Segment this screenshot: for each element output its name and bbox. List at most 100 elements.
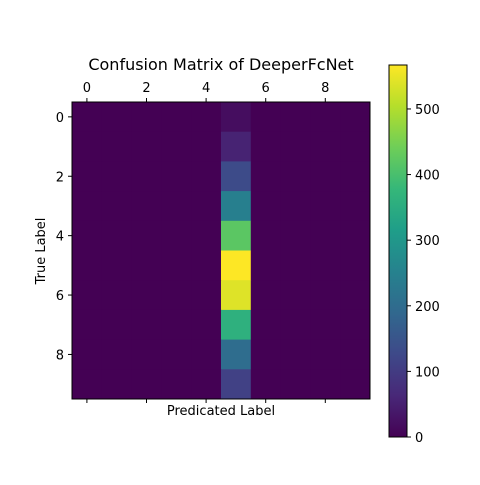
colorbar-tick-label: 300 [415,234,440,249]
heatmap-cell-r1-c0 [72,131,103,162]
heatmap-cell-r0-c2 [131,102,162,133]
heatmap-cell-r6-c1 [101,280,132,311]
heatmap-cell-r8-c5 [221,339,252,370]
heatmap-cell-r9-c0 [72,369,103,400]
heatmap-cell-r5-c3 [161,250,192,281]
heatmap-cell-r9-c6 [250,369,281,400]
y-tick-label: 4 [56,230,64,245]
heatmap-cell-r8-c3 [161,339,192,370]
heatmap-cell-r9-c7 [280,369,311,400]
heatmap-cell-r2-c6 [250,161,281,192]
colorbar-tick-label: 200 [415,300,440,315]
heatmap-cell-r1-c3 [161,131,192,162]
heatmap-cell-r7-c9 [340,309,371,340]
heatmap-cell-r5-c7 [280,250,311,281]
heatmap-cell-r4-c3 [161,220,192,251]
y-axis-ticks: 0 2 4 6 8 [56,111,72,363]
heatmap-cell-r6-c2 [131,280,162,311]
heatmap-cell-r4-c2 [131,220,162,251]
heatmap-cell-r4-c6 [250,220,281,251]
x-axis-label: Predicated Label [167,404,275,419]
heatmap-cell-r6-c7 [280,280,311,311]
x-tick-label: 6 [262,81,270,96]
heatmap-cell-r2-c7 [280,161,311,192]
heatmap-cell-r7-c5 [221,309,252,340]
x-axis-ticks: 0 2 4 6 8 [83,81,329,403]
heatmap-cell-r3-c1 [101,191,132,222]
heatmap-cell-r1-c5 [221,131,252,162]
heatmap-cell-r4-c5 [221,220,252,251]
heatmap-cell-r8-c1 [101,339,132,370]
x-tick-label: 8 [321,81,329,96]
y-tick-label: 6 [56,289,64,304]
heatmap-cell-r4-c4 [191,220,222,251]
colorbar-tick-label: 400 [415,169,440,184]
heatmap-cell-r1-c6 [250,131,281,162]
heatmap-cell-r3-c7 [280,191,311,222]
colorbar-tick-label: 500 [415,103,440,118]
heatmap-cell-r7-c3 [161,309,192,340]
heatmap-cell-r3-c0 [72,191,103,222]
heatmap-cell-r2-c8 [310,161,341,192]
heatmap-cell-r8-c0 [72,339,103,370]
heatmap-cell-r7-c1 [101,309,132,340]
heatmap-cell-r6-c3 [161,280,192,311]
heatmap-cell-r4-c0 [72,220,103,251]
heatmap-cell-r0-c8 [310,102,341,133]
heatmap-cell-r3-c4 [191,191,222,222]
heatmap-cell-r8-c9 [340,339,371,370]
x-tick-label: 0 [83,81,91,96]
heatmap-cell-r5-c8 [310,250,341,281]
heatmap-cell-r8-c4 [191,339,222,370]
y-axis-label: True Label [34,218,49,286]
heatmap-cell-r9-c8 [310,369,341,400]
heatmap-cells [72,102,371,400]
heatmap-cell-r1-c9 [340,131,371,162]
heatmap-cell-r9-c2 [131,369,162,400]
heatmap-cell-r7-c8 [310,309,341,340]
heatmap-cell-r9-c4 [191,369,222,400]
chart-title: Confusion Matrix of DeeperFcNet [88,55,353,74]
heatmap-cell-r2-c2 [131,161,162,192]
heatmap-cell-r6-c4 [191,280,222,311]
heatmap-cell-r0-c0 [72,102,103,133]
heatmap-cell-r9-c9 [340,369,371,400]
y-tick-label: 0 [56,111,64,126]
heatmap-cell-r6-c5 [221,280,252,311]
heatmap-cell-r3-c8 [310,191,341,222]
heatmap-cell-r2-c0 [72,161,103,192]
colorbar-tick-label: 0 [415,431,423,446]
colorbar [388,64,408,438]
heatmap-cell-r5-c0 [72,250,103,281]
heatmap-cell-r8-c8 [310,339,341,370]
heatmap-cell-r1-c8 [310,131,341,162]
colorbar-ticks: 0 100 200 300 400 500 [407,103,440,446]
heatmap-cell-r7-c4 [191,309,222,340]
heatmap-cell-r2-c3 [161,161,192,192]
heatmap-cell-r0-c5 [221,102,252,133]
heatmap-cell-r7-c7 [280,309,311,340]
heatmap-cell-r2-c4 [191,161,222,192]
heatmap-cell-r9-c3 [161,369,192,400]
heatmap-cell-r3-c9 [340,191,371,222]
heatmap-cell-r0-c6 [250,102,281,133]
heatmap-cell-r2-c9 [340,161,371,192]
heatmap-cell-r0-c9 [340,102,371,133]
heatmap-cell-r6-c6 [250,280,281,311]
heatmap-cell-r3-c6 [250,191,281,222]
heatmap-cell-r5-c4 [191,250,222,281]
heatmap-cell-r8-c6 [250,339,281,370]
plot-frame [71,101,371,400]
heatmap-cell-r2-c5 [221,161,252,192]
heatmap-cell-r5-c6 [250,250,281,281]
heatmap-cell-r4-c9 [340,220,371,251]
y-tick-label: 2 [56,170,64,185]
heatmap-cell-r7-c0 [72,309,103,340]
heatmap-cell-r0-c3 [161,102,192,133]
heatmap-cell-r5-c2 [131,250,162,281]
x-tick-label: 4 [202,81,210,96]
heatmap-cell-r1-c7 [280,131,311,162]
y-tick-label: 8 [56,348,64,363]
